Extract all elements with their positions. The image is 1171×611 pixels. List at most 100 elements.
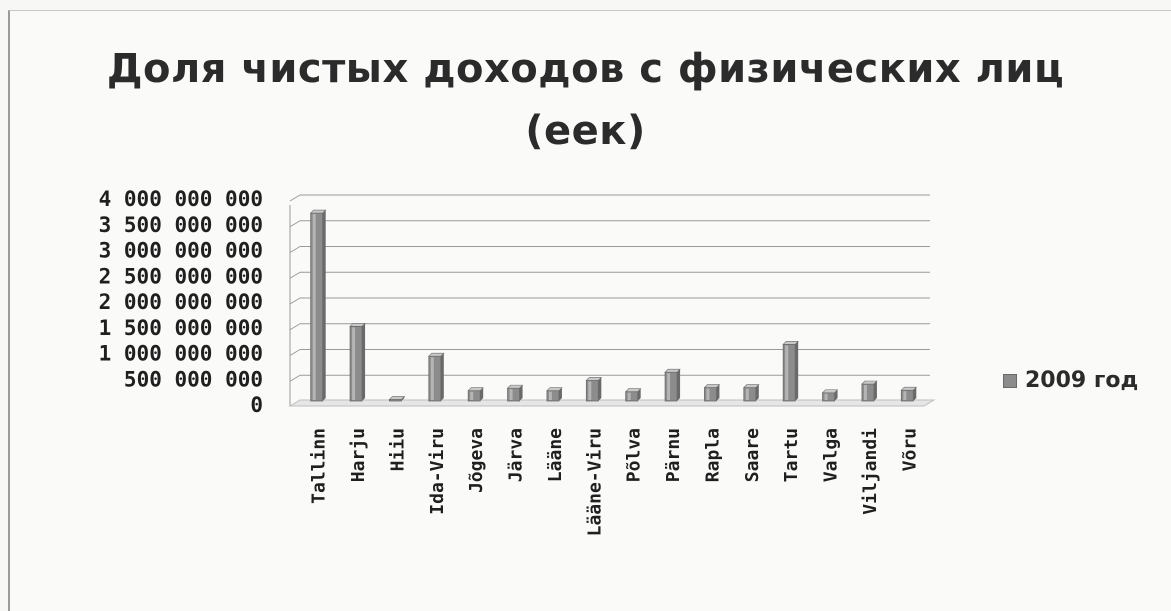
x-tick-label: Tallinn bbox=[309, 428, 330, 504]
bar-highlight bbox=[627, 392, 631, 400]
bar-front bbox=[782, 343, 796, 402]
x-tick-label: Hiiu bbox=[387, 428, 408, 471]
bar-side bbox=[322, 210, 326, 401]
bar-side bbox=[913, 387, 917, 401]
bar-side bbox=[558, 387, 562, 401]
bar bbox=[349, 323, 366, 402]
bar bbox=[664, 368, 681, 402]
bar-highlight bbox=[903, 391, 907, 400]
bar-front bbox=[428, 355, 442, 402]
bar-side bbox=[795, 341, 799, 401]
bar-side bbox=[677, 369, 681, 401]
bar-side bbox=[401, 396, 405, 401]
bar-highlight bbox=[430, 357, 434, 400]
bar bbox=[861, 380, 878, 402]
bar-side bbox=[480, 387, 484, 401]
y-tick-label: 1 500 000 000 bbox=[99, 316, 263, 340]
bar bbox=[428, 352, 445, 402]
x-tick-label: Põlva bbox=[624, 428, 645, 482]
gridline-depth bbox=[289, 323, 301, 331]
bar-front bbox=[546, 390, 560, 402]
bar bbox=[546, 387, 563, 402]
chart-title-line-1: Доля чистых доходов с физических лиц bbox=[106, 46, 1065, 92]
bar bbox=[821, 389, 839, 402]
bar-front bbox=[664, 371, 678, 402]
x-axis-ticks: Tallinn Harju Hiiu Ida-Viru Jõgeva Järva Lääne… bbox=[309, 428, 921, 537]
x-tick-label: Järva bbox=[506, 428, 527, 482]
y-tick-label: 2 500 000 000 bbox=[99, 264, 263, 288]
bar bbox=[467, 387, 484, 402]
chart-frame bbox=[8, 10, 1171, 611]
gridline-depth bbox=[289, 220, 301, 228]
bars-layer bbox=[309, 209, 918, 402]
x-tick-label: Jõgeva bbox=[466, 428, 487, 493]
bar-front bbox=[743, 387, 757, 402]
bar-highlight bbox=[470, 391, 474, 400]
bar-front bbox=[822, 392, 835, 402]
x-tick-label: Harju bbox=[348, 428, 369, 482]
bar-side bbox=[873, 381, 877, 401]
x-tick-label: Tartu bbox=[781, 428, 802, 482]
bar-front bbox=[704, 387, 717, 402]
bar-front bbox=[625, 391, 639, 402]
x-tick-label: Viljandi bbox=[860, 428, 881, 515]
chart-floor bbox=[288, 399, 936, 407]
bar-highlight bbox=[824, 393, 828, 400]
legend-swatch bbox=[1003, 373, 1017, 388]
bar bbox=[388, 396, 406, 402]
x-tick-label: Pärnu bbox=[663, 428, 684, 482]
x-tick-label: Saare bbox=[742, 428, 763, 482]
chart-title-line-2: (еек) bbox=[525, 108, 646, 154]
grid-layer bbox=[288, 194, 936, 407]
y-tick-label: 0 bbox=[250, 393, 263, 417]
bar-side bbox=[440, 353, 444, 401]
y-tick-label: 1 000 000 000 bbox=[99, 342, 263, 366]
bar bbox=[506, 384, 524, 402]
x-tick-label: Lääne bbox=[545, 428, 566, 482]
bar-side bbox=[716, 384, 720, 401]
y-tick-label: 3 000 000 000 bbox=[99, 239, 263, 263]
gridline-depth bbox=[289, 271, 301, 279]
bar-side bbox=[755, 384, 759, 401]
bar-highlight bbox=[352, 327, 356, 400]
y-tick-label: 500 000 000 bbox=[124, 367, 263, 391]
bar-highlight bbox=[745, 388, 749, 400]
bar-highlight bbox=[863, 385, 867, 400]
x-tick-label: Võru bbox=[899, 428, 920, 471]
bar-front bbox=[349, 325, 363, 402]
bar bbox=[309, 209, 327, 402]
bar bbox=[900, 386, 918, 402]
x-tick-label: Rapla bbox=[702, 428, 723, 482]
x-tick-label: Ida-Viru bbox=[427, 428, 448, 515]
gridline-depth bbox=[289, 349, 301, 356]
bar-front bbox=[585, 379, 599, 402]
bar-highlight bbox=[706, 388, 710, 400]
bar-highlight bbox=[785, 345, 789, 400]
bar-front bbox=[861, 383, 875, 402]
gridline-depth bbox=[289, 246, 301, 253]
bar-front bbox=[467, 390, 481, 402]
y-tick-label: 2 000 000 000 bbox=[99, 290, 263, 314]
bar-highlight bbox=[509, 389, 513, 400]
legend-label: 2009 год bbox=[1025, 368, 1139, 393]
bar-side bbox=[598, 377, 602, 401]
bar-highlight bbox=[312, 214, 316, 400]
y-tick-label: 3 500 000 000 bbox=[99, 213, 263, 237]
gridline-depth bbox=[289, 297, 301, 305]
bar-side bbox=[637, 388, 641, 401]
bar-front bbox=[507, 387, 520, 402]
bar-side bbox=[362, 323, 366, 401]
bar-front bbox=[900, 389, 914, 402]
gridline-depth bbox=[289, 374, 301, 382]
bar-front bbox=[310, 212, 324, 402]
bar bbox=[585, 377, 603, 402]
bar-side bbox=[519, 385, 523, 401]
x-tick-label: Valga bbox=[821, 428, 842, 482]
bar-highlight bbox=[588, 381, 592, 400]
y-tick-label: 4 000 000 000 bbox=[99, 187, 263, 211]
bar bbox=[743, 384, 760, 402]
bar-highlight bbox=[548, 391, 552, 400]
bar-highlight bbox=[667, 373, 671, 400]
